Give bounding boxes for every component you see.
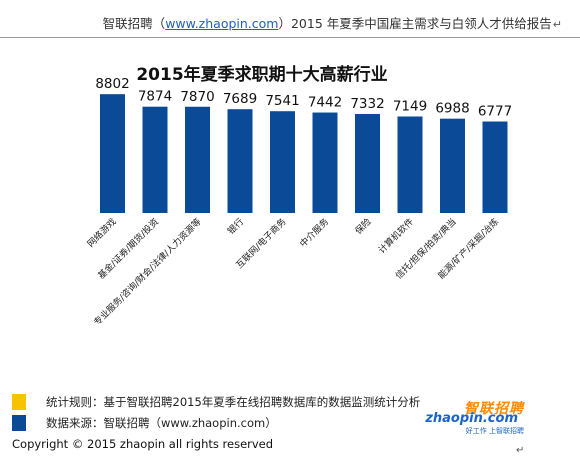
paragraph-mark-icon: ↵ bbox=[552, 18, 562, 31]
chart-title: 2015年夏季求职期十大高薪行业 bbox=[136, 64, 387, 85]
legend-source-text: 数据来源：智联招聘（www.zhaopin.com） bbox=[46, 416, 277, 430]
category-label-0: 网络游戏 bbox=[85, 216, 119, 250]
bar-5 bbox=[312, 112, 338, 213]
logo-tagline: 好工作 上智联招聘 bbox=[465, 427, 524, 435]
data-label-4: 7541 bbox=[265, 93, 299, 109]
category-label-6: 保险 bbox=[352, 216, 373, 237]
category-label-5: 中介服务 bbox=[297, 216, 331, 250]
category-label-3: 银行 bbox=[225, 216, 246, 237]
legend-source: 数据来源：智联招聘（www.zhaopin.com） bbox=[12, 415, 277, 431]
data-label-8: 6988 bbox=[435, 101, 469, 117]
zhaopin-logo: 智联招聘 zhaopin.com 好工作 上智联招聘 bbox=[425, 398, 526, 438]
category-label-7: 计算机软件 bbox=[376, 216, 416, 256]
header-rest: ）2015 年夏季中国雇主需求与白领人才供给报告 bbox=[278, 16, 552, 31]
legend-source-swatch bbox=[12, 415, 26, 431]
data-label-5: 7442 bbox=[308, 95, 342, 111]
legend-rule-text: 统计规则：基于智联招聘2015年夏季在线招聘数据库的数据监测统计分析 bbox=[46, 395, 421, 409]
data-label-3: 7689 bbox=[223, 91, 257, 107]
bar-6 bbox=[355, 114, 380, 213]
bar-0 bbox=[100, 94, 125, 213]
page-header: 智联招聘（www.zhaopin.com）2015 年夏季中国雇主需求与白领人才… bbox=[0, 0, 580, 38]
legend-rule-swatch bbox=[12, 394, 26, 410]
header-title: 智联招聘（www.zhaopin.com）2015 年夏季中国雇主需求与白领人才… bbox=[103, 13, 562, 32]
legend-rule: 统计规则：基于智联招聘2015年夏季在线招聘数据库的数据监测统计分析 bbox=[12, 394, 420, 410]
bar-7 bbox=[397, 116, 423, 213]
bar-4 bbox=[270, 111, 295, 213]
data-label-9: 6777 bbox=[478, 104, 512, 120]
data-label-7: 7149 bbox=[393, 98, 427, 114]
data-label-2: 7870 bbox=[180, 89, 214, 105]
bar-8 bbox=[440, 118, 465, 213]
data-label-6: 7332 bbox=[350, 96, 384, 112]
bar-1 bbox=[142, 106, 168, 213]
footer-copyright: Copyright © 2015 zhaopin all rights rese… bbox=[12, 437, 274, 451]
bar-9 bbox=[482, 121, 508, 213]
paragraph-mark-icon: ↵ bbox=[516, 445, 525, 456]
bar-2 bbox=[185, 106, 210, 213]
logo-en: zhaopin.com bbox=[425, 411, 518, 426]
bar-chart: 2015年夏季求职期十大高薪行业 8802网络游戏7874基金/证券/期货/投资… bbox=[85, 64, 513, 328]
logo-cn: 智联招聘 bbox=[464, 401, 524, 417]
header-link[interactable]: www.zhaopin.com bbox=[165, 16, 279, 31]
data-label-1: 7874 bbox=[138, 89, 172, 105]
header-brand: 智联招聘（ bbox=[102, 16, 166, 31]
data-label-0: 8802 bbox=[95, 76, 129, 92]
bar-3 bbox=[227, 109, 253, 213]
